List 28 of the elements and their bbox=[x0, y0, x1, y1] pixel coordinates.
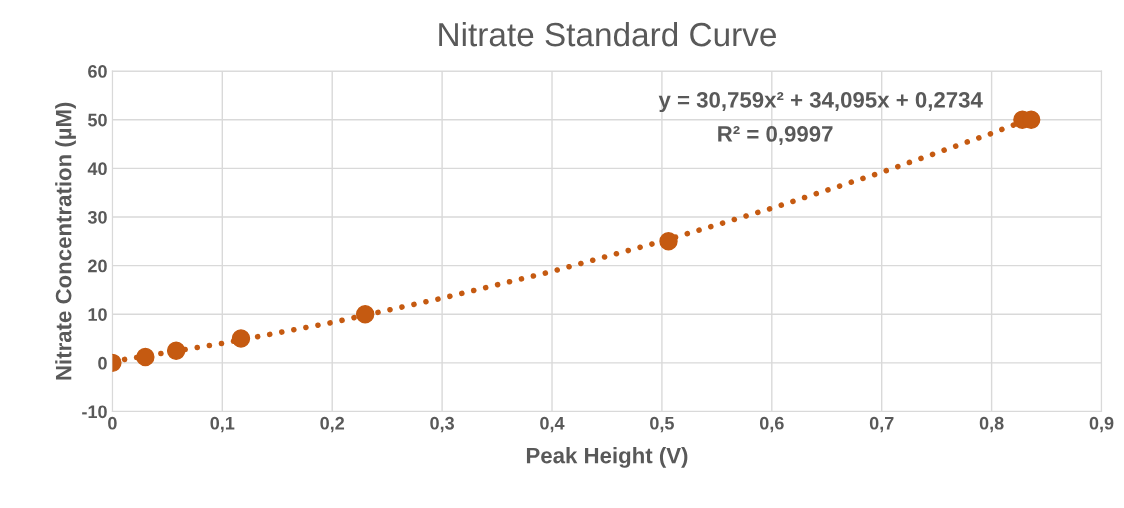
chart-title: Nitrate Standard Curve bbox=[439, 21, 776, 47]
annotation: R² = 0,9997 bbox=[718, 126, 833, 145]
annotation: y = 30,759x² + 34,095x + 0,2734 bbox=[658, 91, 983, 113]
y-tick-label: 40 bbox=[87, 162, 107, 176]
y-tick-label: 60 bbox=[88, 65, 107, 78]
x-tick-label: 0,8 bbox=[979, 416, 1004, 433]
x-axis-title: Peak Height (V) bbox=[526, 447, 688, 468]
point bbox=[166, 341, 186, 360]
y-tick-label: 50 bbox=[88, 113, 107, 127]
y-tick-label: 0 bbox=[98, 356, 107, 370]
x-tick-label: 0,1 bbox=[210, 416, 235, 433]
x-tick-label: 0,6 bbox=[759, 416, 784, 433]
y-tick-label: 20 bbox=[88, 259, 107, 273]
point bbox=[355, 305, 375, 324]
y-tick-label: -10 bbox=[82, 405, 107, 419]
x-tick-label: 0 bbox=[108, 416, 117, 430]
x-tick-label: 0,9 bbox=[1089, 416, 1114, 433]
y-axis-title: Nitrate Concentration (µM) bbox=[55, 102, 76, 380]
x-tick-label: 0,4 bbox=[540, 416, 565, 433]
point bbox=[659, 232, 678, 251]
x-tick-label: 0,7 bbox=[869, 416, 894, 433]
y-tick-label: 30 bbox=[87, 210, 107, 224]
x-tick-label: 0,3 bbox=[430, 416, 455, 433]
y-tick-label: 10 bbox=[88, 308, 107, 321]
x-tick-label: 0,2 bbox=[320, 416, 345, 433]
point bbox=[231, 329, 251, 348]
x-tick-label: 0,5 bbox=[650, 416, 674, 433]
point bbox=[136, 347, 155, 367]
